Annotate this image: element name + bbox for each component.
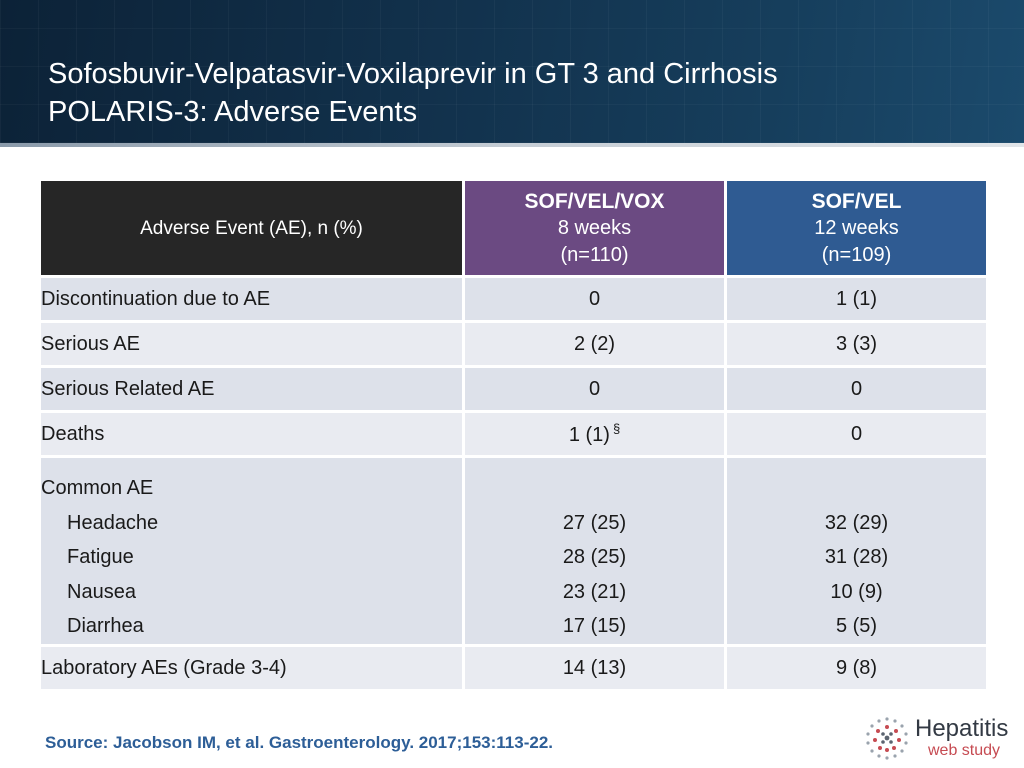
dotted-globe-icon [866, 717, 908, 760]
table-header-row: Adverse Event (AE), n (%) SOF/VEL/VOX 8 … [38, 178, 989, 278]
header-ae-label: Adverse Event (AE), n (%) [38, 178, 465, 278]
row-value-vel: 0 [724, 365, 989, 413]
header-vox-n: (n=110) [560, 243, 629, 266]
slide-title-line-2: POLARIS-3: Adverse Events [48, 96, 418, 128]
row-label: Discontinuation due to AE [38, 275, 465, 323]
logo-text-hepatitis: Hepatitis [915, 715, 1009, 742]
row-value-vel: 3 (3) [724, 320, 989, 368]
header-vel-duration: 12 weeks [814, 216, 899, 239]
list-item: Headache [67, 511, 159, 534]
slide-title-line-1: Sofosbuvir-Velpatasvir-Voxilaprevir in G… [48, 58, 778, 90]
common-value-vox: 23 (21) [562, 580, 627, 603]
adverse-events-table: Adverse Event (AE), n (%) SOF/VEL/VOX 8 … [38, 178, 989, 692]
row-value-vox: 0 [462, 275, 727, 323]
row-value-vel: 9 (8) [724, 644, 989, 692]
row-value-vox: 14 (13) [462, 644, 727, 692]
common-value-vox: 27 (25) [562, 511, 627, 534]
row-value-vel: 1 (1) [724, 275, 989, 323]
table-row: Serious Related AE 0 0 [38, 365, 989, 413]
table-row: Deaths 1 (1) § 0 [38, 410, 989, 458]
row-label: Deaths [38, 410, 465, 458]
title-banner: Sofosbuvir-Velpatasvir-Voxilaprevir in G… [0, 0, 1024, 143]
row-value-vel: 0 [724, 410, 989, 458]
list-item: Diarrhea [67, 615, 144, 637]
header-vox-duration: 8 weeks [557, 216, 632, 239]
header-vox-name: SOF/VEL/VOX [524, 189, 665, 213]
common-value-vox: 28 (25) [562, 546, 627, 568]
common-ae-label: Common AE [41, 477, 154, 499]
row-label: Laboratory AEs (Grade 3-4) [38, 644, 465, 692]
row-value-vox: 2 (2) [462, 320, 727, 368]
row-label: Serious Related AE [38, 365, 465, 413]
common-value-vox: 17 (15) [562, 615, 627, 637]
row-value-vox: 0 [462, 365, 727, 413]
header-sof-vel-vox: SOF/VEL/VOX 8 weeks (n=110) [462, 178, 727, 278]
list-item: Nausea [67, 580, 136, 603]
list-item: Fatigue [67, 546, 134, 568]
source-citation: Source: Jacobson IM, et al. Gastroentero… [45, 733, 553, 752]
slide-title: Sofosbuvir-Velpatasvir-Voxilaprevir in G… [48, 55, 778, 131]
header-vel-n: (n=109) [821, 243, 892, 266]
common-value-vel: 32 (29) [824, 511, 889, 534]
table-row: Serious AE 2 (2) 3 (3) [38, 320, 989, 368]
table-row: Laboratory AEs (Grade 3-4) 14 (13) 9 (8) [38, 644, 989, 692]
common-value-vel: 31 (28) [824, 546, 889, 568]
header-vel-name: SOF/VEL [811, 189, 902, 213]
banner-divider [0, 143, 1024, 147]
header-sof-vel: SOF/VEL 12 weeks (n=109) [724, 178, 989, 278]
footnote-marker: § [612, 421, 621, 436]
logo-text-web-study: web study [928, 742, 1001, 759]
table-row: Discontinuation due to AE 0 1 (1) [38, 275, 989, 323]
row-label: Serious AE [38, 320, 465, 368]
row-value-vox: 1 (1) § [462, 410, 727, 458]
common-value-vel: 5 (5) [835, 615, 878, 637]
common-value-vel: 10 (9) [830, 580, 883, 603]
hepatitis-web-study-logo[interactable]: Hepatitis web study [865, 716, 1015, 762]
deaths-value-vox: 1 (1) [568, 424, 610, 446]
common-ae-row: Common AE Headache Fatigue Nausea Diarrh… [38, 455, 989, 647]
